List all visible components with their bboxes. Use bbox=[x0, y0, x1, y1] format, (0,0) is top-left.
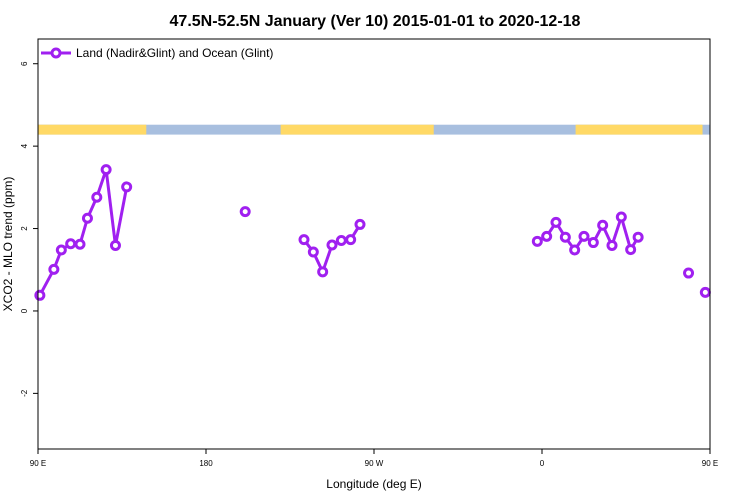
y-tick-label: 4 bbox=[20, 143, 29, 148]
land-band bbox=[575, 124, 703, 135]
data-point bbox=[91, 191, 103, 203]
data-point bbox=[531, 235, 543, 247]
data-point bbox=[239, 206, 251, 218]
data-point bbox=[298, 234, 310, 246]
x-tick-label: 180 bbox=[199, 459, 213, 468]
data-point bbox=[109, 239, 121, 251]
data-point bbox=[74, 238, 86, 250]
data-point bbox=[606, 239, 618, 251]
x-tick-label: 90 W bbox=[365, 459, 384, 468]
data-point bbox=[354, 218, 366, 230]
data-point bbox=[550, 216, 562, 228]
legend: Land (Nadir&Glint) and Ocean (Glint) bbox=[41, 46, 273, 60]
data-point bbox=[578, 230, 590, 242]
legend-marker bbox=[50, 47, 62, 59]
series-line bbox=[38, 168, 129, 297]
y-tick-label: -2 bbox=[20, 389, 29, 397]
data-point bbox=[100, 164, 112, 176]
data-point bbox=[48, 263, 60, 275]
data-point bbox=[65, 238, 77, 250]
data-point bbox=[307, 246, 319, 258]
y-tick-label: 6 bbox=[20, 61, 29, 66]
y-tick-label: 2 bbox=[20, 226, 29, 231]
series-layer bbox=[34, 164, 711, 301]
data-point bbox=[559, 231, 571, 243]
data-point bbox=[121, 181, 133, 193]
data-point bbox=[699, 286, 711, 298]
y-axis: -2 0 2 4 6 bbox=[20, 61, 38, 397]
y-tick-label: 0 bbox=[20, 308, 29, 313]
x-axis: 90 E 180 90 W 0 90 E bbox=[30, 449, 718, 468]
land-band bbox=[280, 124, 434, 135]
land-ocean-strip bbox=[38, 124, 710, 135]
x-tick-label: 90 E bbox=[30, 459, 46, 468]
land-band bbox=[38, 124, 147, 135]
data-point bbox=[587, 237, 599, 249]
y-axis-label: XCO2 - MLO trend (ppm) bbox=[1, 177, 15, 312]
data-point bbox=[541, 230, 553, 242]
data-point bbox=[597, 219, 609, 231]
x-axis-label: Longitude (deg E) bbox=[326, 477, 421, 491]
data-point bbox=[625, 244, 637, 256]
chart-title: 47.5N-52.5N January (Ver 10) 2015-01-01 … bbox=[170, 13, 581, 30]
data-point bbox=[317, 266, 329, 278]
data-point bbox=[55, 244, 67, 256]
x-tick-label: 0 bbox=[540, 459, 545, 468]
data-point bbox=[615, 211, 627, 223]
data-point bbox=[569, 244, 581, 256]
data-point bbox=[335, 234, 347, 246]
legend-label: Land (Nadir&Glint) and Ocean (Glint) bbox=[76, 46, 273, 60]
x-tick-label: 90 E bbox=[702, 459, 718, 468]
data-point bbox=[326, 239, 338, 251]
data-point bbox=[81, 212, 93, 224]
data-point bbox=[345, 234, 357, 246]
data-point bbox=[34, 289, 46, 301]
data-point bbox=[632, 231, 644, 243]
data-point bbox=[683, 267, 695, 279]
